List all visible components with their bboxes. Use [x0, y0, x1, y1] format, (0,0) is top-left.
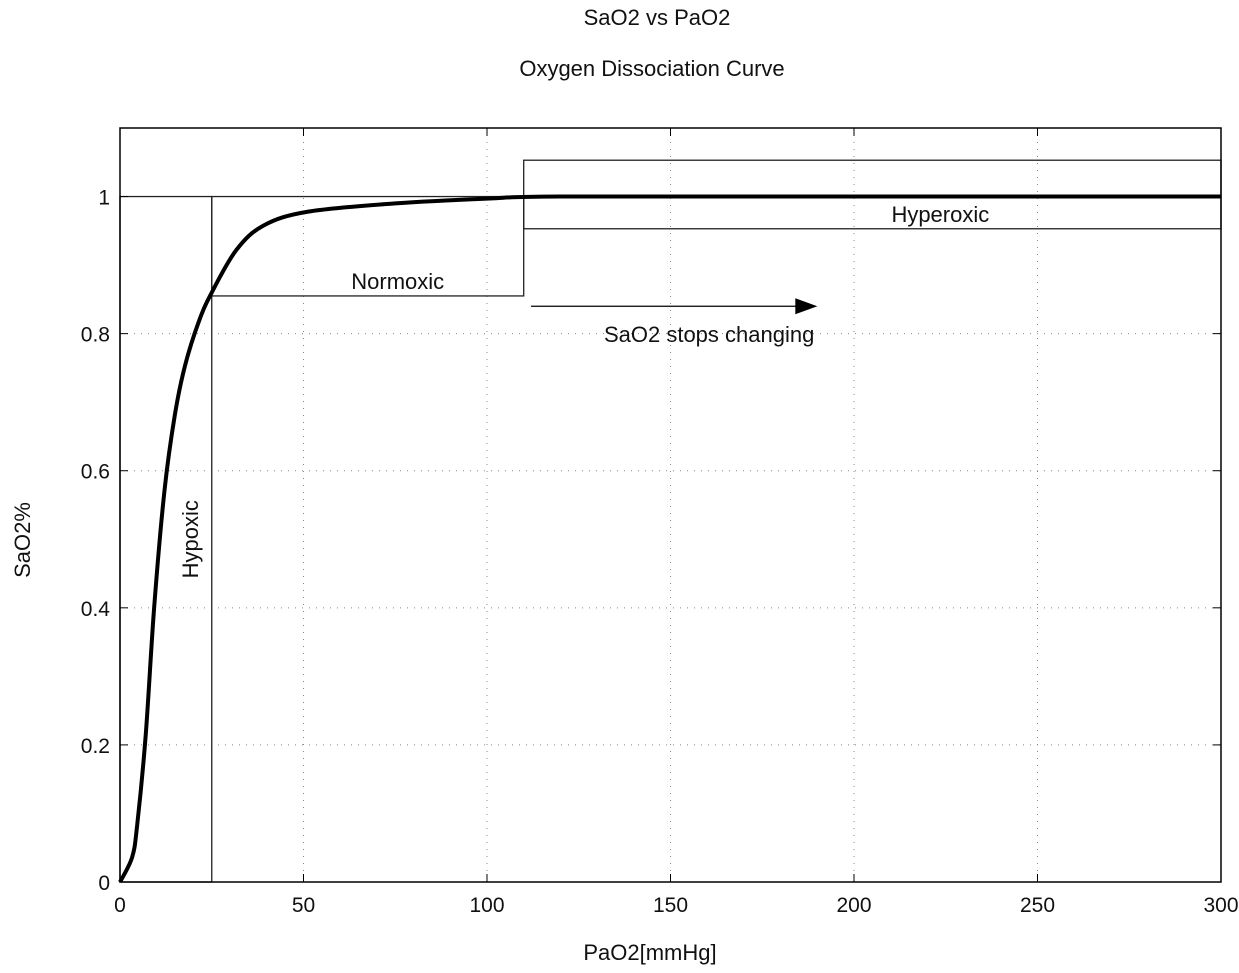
- plot-frame: [120, 128, 1221, 882]
- region-box-hyperoxic: [524, 160, 1221, 229]
- annotation-label: SaO2 stops changing: [604, 322, 814, 347]
- y-tick-label: 1: [98, 187, 110, 210]
- ticks: 0 50 100 150 200 250 300 0 0.2 0.4 0.6 0.8 1: [81, 128, 1239, 917]
- x-tick-label: 250: [1020, 894, 1055, 917]
- y-tick-label: 0.4: [81, 598, 111, 621]
- chart: SaO2 vs PaO2 Oxygen Dissociation Curve H…: [0, 0, 1239, 973]
- arrow-head-icon: [795, 298, 817, 314]
- region-label: Hypoxic: [178, 500, 203, 578]
- y-tick-label: 0.6: [81, 461, 110, 484]
- chart-title: SaO2 vs PaO2: [584, 5, 731, 30]
- x-tick-label: 100: [469, 894, 504, 917]
- y-axis-label: SaO2%: [10, 502, 35, 578]
- region-label: Normoxic: [351, 269, 444, 294]
- x-axis-label: PaO2[mmHg]: [583, 940, 716, 965]
- y-tick-label: 0: [98, 872, 110, 895]
- x-tick-label: 300: [1203, 894, 1238, 917]
- x-tick-label: 0: [114, 894, 126, 917]
- grid: [120, 128, 1221, 882]
- region-label: Hyperoxic: [891, 202, 989, 227]
- x-tick-label: 50: [292, 894, 315, 917]
- annotations: SaO2 stops changing: [531, 298, 817, 347]
- x-tick-label: 150: [653, 894, 688, 917]
- y-tick-label: 0.2: [81, 735, 110, 758]
- y-tick-label: 0.8: [81, 324, 110, 347]
- chart-subtitle: Oxygen Dissociation Curve: [519, 56, 784, 81]
- x-tick-label: 200: [836, 894, 871, 917]
